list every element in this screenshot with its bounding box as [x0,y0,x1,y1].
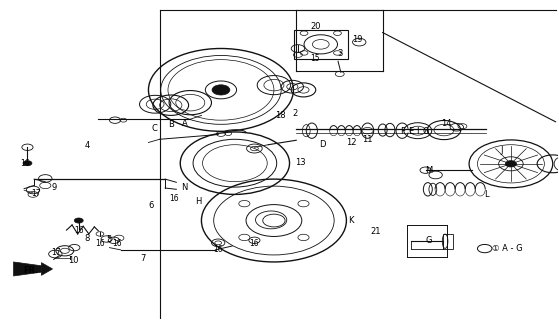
Text: 16: 16 [214,245,223,254]
Text: FR.: FR. [23,266,39,276]
Text: F: F [400,127,405,136]
Text: 20: 20 [310,22,321,31]
Text: K: K [348,216,354,225]
Text: G: G [426,236,432,245]
Circle shape [505,161,517,167]
Circle shape [23,161,32,166]
Text: 19: 19 [352,35,363,44]
Text: C: C [151,124,157,132]
Text: 2: 2 [292,109,297,118]
Text: M: M [425,166,433,175]
Polygon shape [13,262,41,276]
Text: L: L [485,190,489,199]
Text: 14: 14 [442,119,452,128]
Text: 16: 16 [169,194,178,204]
Text: 8: 8 [84,234,90,243]
Text: ① A - G: ① A - G [492,244,522,253]
Text: A: A [182,119,188,128]
Text: 15: 15 [310,53,319,62]
Text: 12: 12 [345,138,356,147]
Text: 10: 10 [68,256,78,265]
Text: 18: 18 [275,111,286,120]
Text: 7: 7 [140,254,145,263]
Text: 11: 11 [362,135,373,144]
Text: H: H [196,197,202,206]
Text: 9: 9 [51,183,56,192]
Text: 4: 4 [84,141,90,150]
Text: I: I [416,127,419,136]
Text: B: B [168,120,174,130]
Text: D: D [319,140,326,149]
Polygon shape [41,263,53,275]
Text: J: J [500,146,503,155]
Text: G: G [423,127,429,136]
Bar [294,30,348,59]
Text: 16: 16 [74,226,84,235]
Text: 13: 13 [295,158,305,167]
Text: 3: 3 [337,49,343,58]
Text: 5: 5 [107,235,112,244]
Text: E: E [408,127,413,136]
Text: 17: 17 [51,248,61,257]
Text: 16: 16 [112,239,121,248]
Text: 17: 17 [31,189,41,198]
Text: N: N [182,183,188,192]
Text: 16: 16 [20,159,30,168]
Bar [443,234,453,249]
Circle shape [74,218,83,223]
Text: 6: 6 [149,201,154,210]
Text: 21: 21 [370,227,381,236]
Text: 16: 16 [250,239,259,248]
Text: 16: 16 [95,239,105,248]
Circle shape [212,85,230,95]
